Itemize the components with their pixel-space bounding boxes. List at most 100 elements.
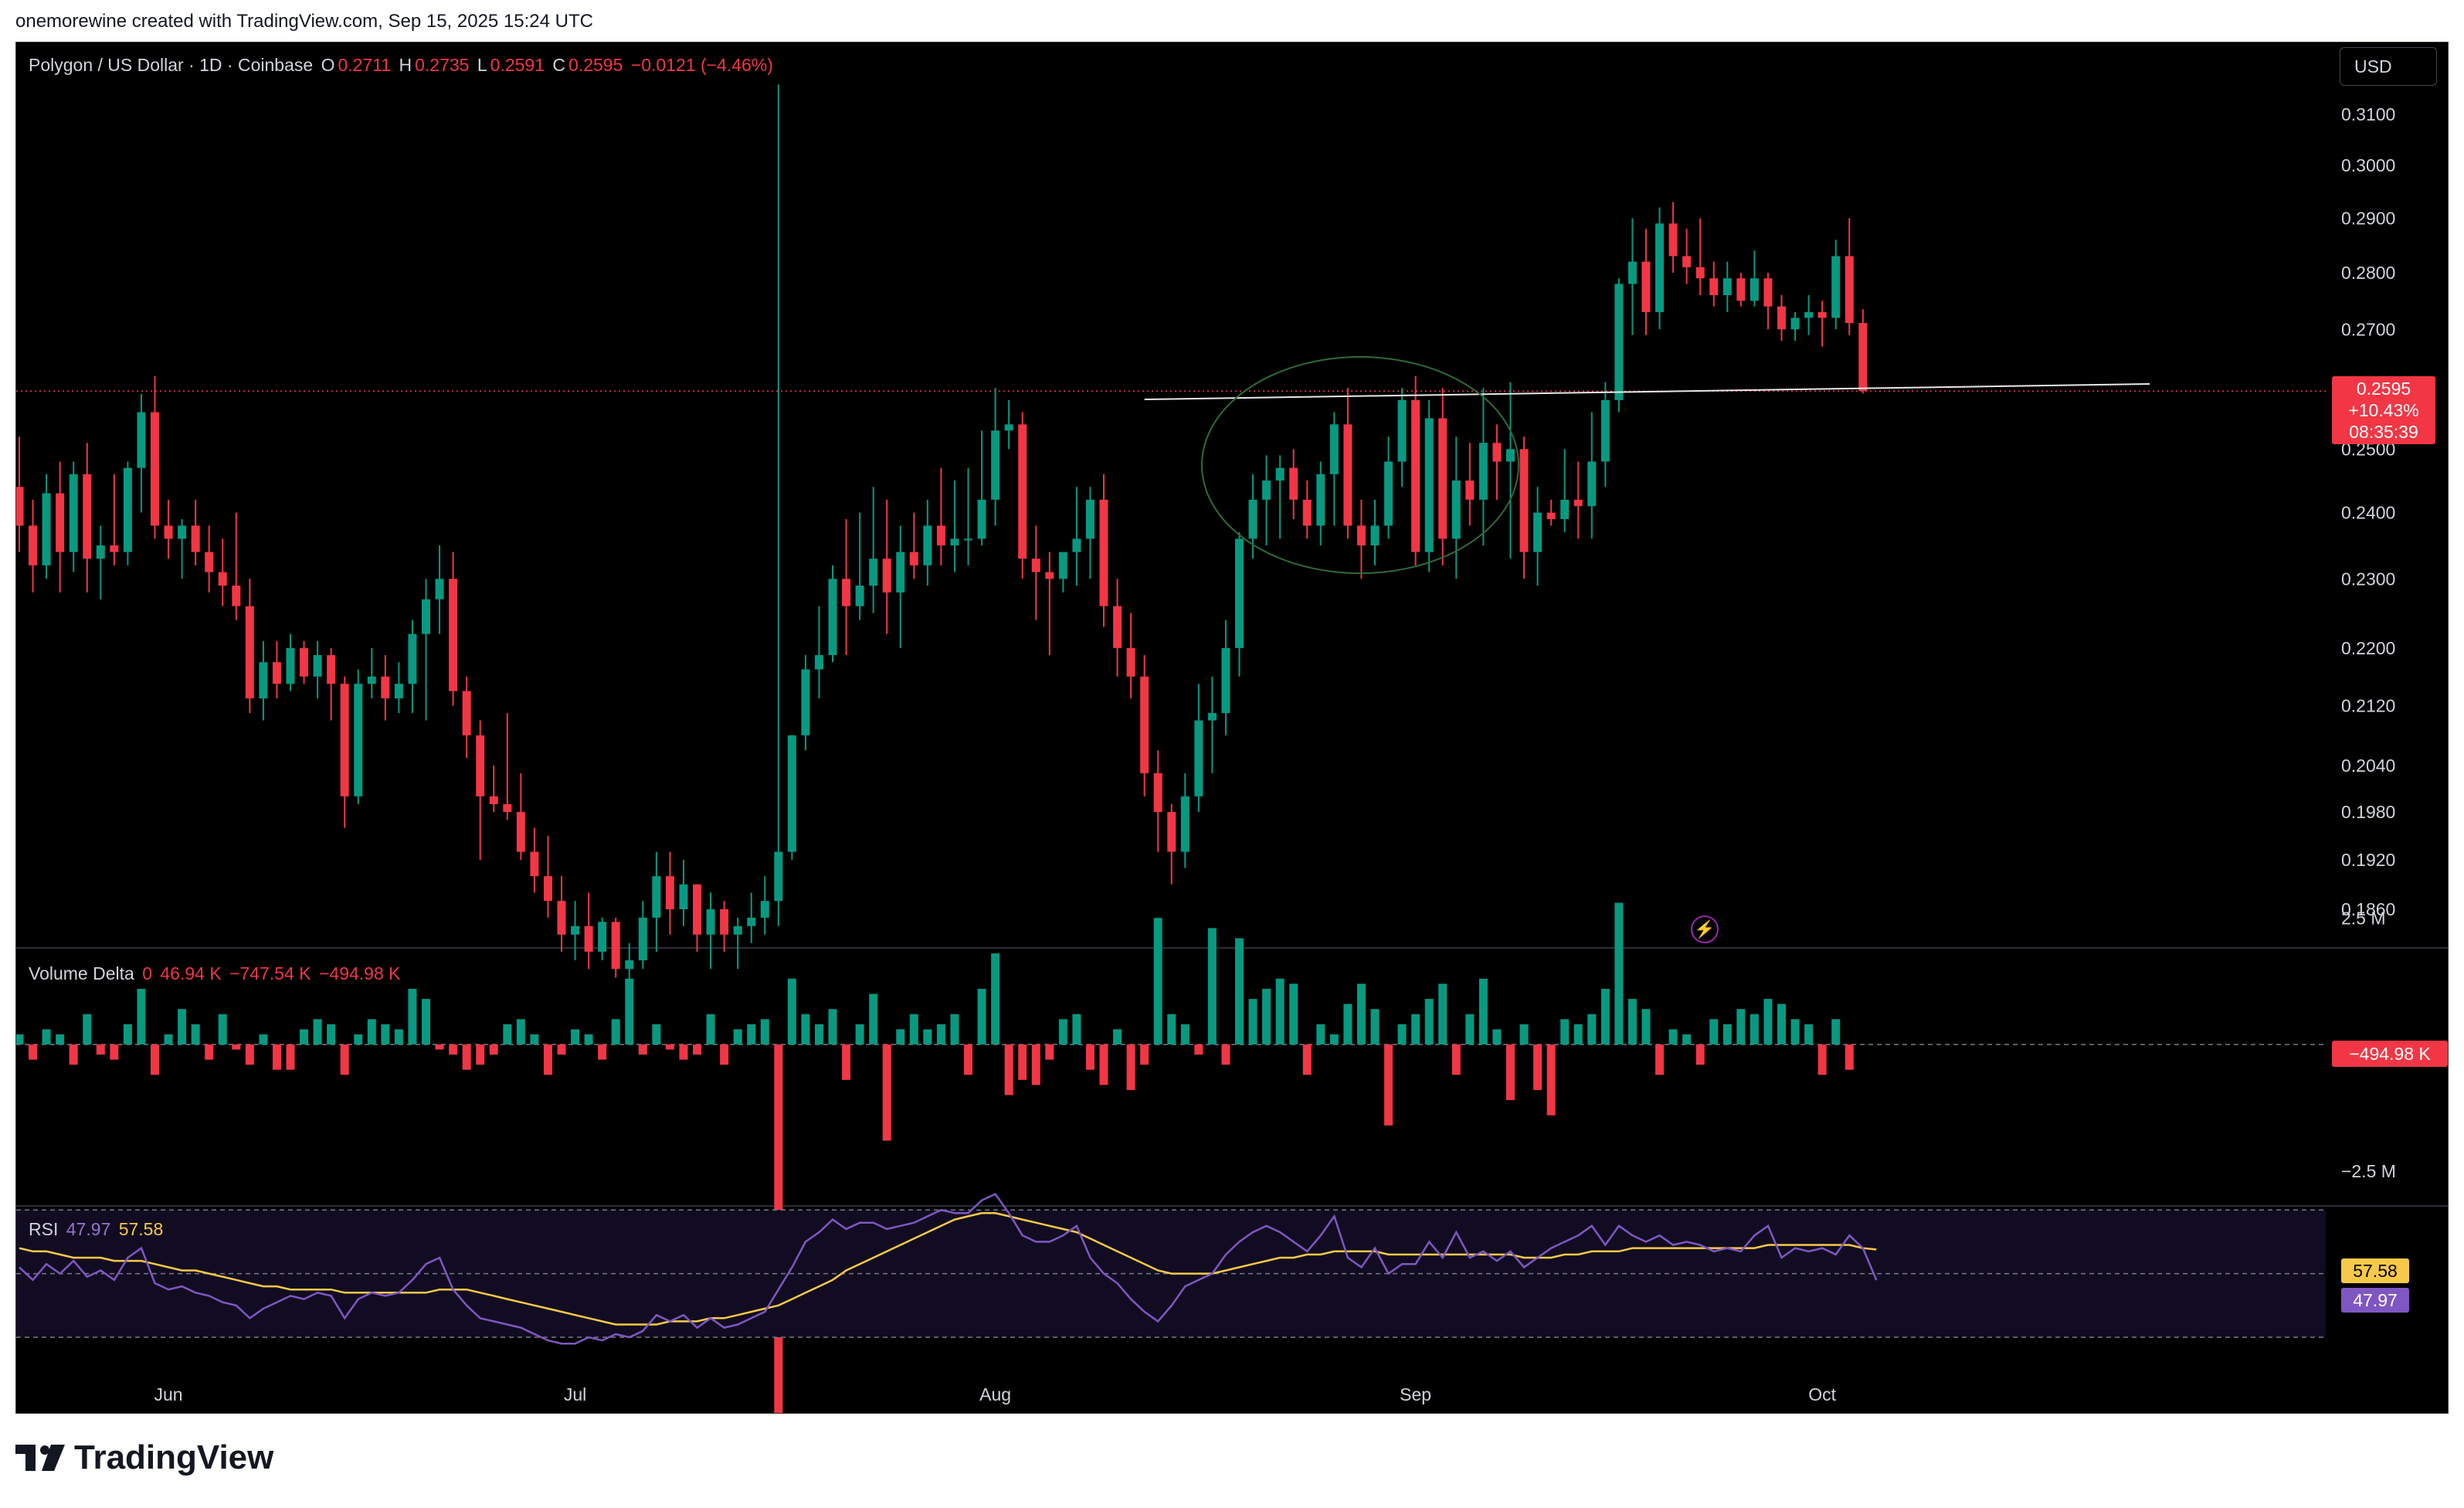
symbol-name[interactable]: Polygon / US Dollar · 1D · Coinbase	[29, 55, 314, 75]
volume-delta-bar	[1356, 983, 1366, 1044]
candle-body	[1641, 261, 1651, 313]
candle-body	[1573, 499, 1583, 507]
volume-delta-bar	[1519, 1024, 1529, 1044]
volume-delta-bar	[408, 988, 417, 1044]
candle-body	[1560, 499, 1570, 519]
time-tick-label: Oct	[1808, 1384, 1836, 1404]
volume-delta-bar	[394, 1029, 403, 1044]
volume-delta-bar	[1424, 999, 1434, 1044]
chart-canvas[interactable]: 0.31000.30000.29000.28000.27000.25000.24…	[16, 42, 2449, 1414]
volume-delta-bar	[584, 1034, 593, 1044]
volume-delta-bar	[882, 1044, 891, 1141]
candle-body	[855, 586, 864, 606]
volume-delta-bar	[1180, 1024, 1190, 1044]
volume-delta-bar	[1695, 1044, 1705, 1065]
volume-delta-bar	[1451, 1044, 1461, 1075]
volume-delta-bar	[489, 1044, 498, 1055]
volume-delta-bar	[557, 1044, 566, 1055]
volume-delta-bar	[1235, 938, 1244, 1044]
candle-body	[1167, 812, 1176, 852]
rsi-label[interactable]: RSI	[29, 1219, 59, 1239]
volume-tick-label: 2.5 M	[2341, 908, 2386, 928]
candle-body	[1845, 256, 1854, 324]
candle-body	[991, 430, 1000, 500]
volume-delta-legend: Volume Delta 0 46.94 K −747.54 K −494.98…	[29, 963, 404, 984]
candle-body	[191, 525, 200, 552]
volume-delta-bar	[869, 993, 878, 1044]
price-tick-label: 0.2400	[2341, 503, 2395, 523]
volume-delta-bar	[381, 1024, 390, 1044]
volume-delta-bar	[1370, 1009, 1380, 1044]
vd-value-2: 46.94 K	[160, 963, 222, 983]
lightning-icon[interactable]: ⚡	[1691, 915, 1719, 943]
volume-delta-bar	[1058, 1019, 1067, 1044]
candle-body	[1221, 647, 1230, 713]
candle-body	[1587, 461, 1597, 507]
change-value: −0.0121 (−4.46%)	[630, 55, 773, 75]
volume-delta-bar	[1465, 1014, 1475, 1044]
candle-body	[1235, 538, 1244, 648]
price-tick-label: 0.1920	[2341, 850, 2395, 870]
chart-panel[interactable]: 0.3100 0.3000 0.2900 0.2800 0.2700 0.2500 0.24…	[15, 42, 2449, 1414]
candle-body	[1627, 261, 1637, 284]
candle-body	[516, 812, 525, 852]
volume-delta-bar	[449, 1044, 458, 1055]
candle-body	[652, 876, 661, 918]
volume-tick-label: −2.5 M	[2341, 1161, 2396, 1181]
candle-body	[1085, 499, 1095, 539]
candle-body	[1465, 481, 1475, 500]
candle-body	[1478, 443, 1488, 500]
candle-body	[29, 525, 38, 566]
volume-delta-bar	[1641, 1009, 1651, 1044]
volume-delta-bar	[300, 1029, 309, 1044]
volume-delta-bar	[543, 1044, 552, 1075]
volume-delta-bar	[1817, 1044, 1827, 1075]
volume-delta-bar	[191, 1024, 200, 1044]
candle-body	[42, 493, 51, 566]
volume-delta-label[interactable]: Volume Delta	[29, 963, 134, 983]
volume-delta-bar	[137, 988, 146, 1044]
volume-delta-bar	[1085, 1044, 1095, 1070]
resistance-trendline	[1144, 383, 2150, 400]
volume-delta-bar	[1682, 1034, 1692, 1044]
volume-delta-bar	[96, 1044, 105, 1055]
volume-delta-bar	[1655, 1044, 1665, 1075]
candle-body	[1384, 461, 1393, 526]
candle-body	[909, 552, 918, 566]
candle-body	[56, 493, 65, 552]
candle-body	[1668, 223, 1678, 256]
volume-delta-bar	[1316, 1024, 1325, 1044]
price-tick-label: 0.1860	[2341, 899, 2395, 919]
candle-body	[936, 525, 945, 545]
last-price-badge: 0.2595 +10.43% 08:35:39	[2332, 376, 2435, 444]
candle-body	[1329, 424, 1339, 474]
volume-delta-bar	[1113, 1029, 1122, 1044]
volume-delta-bar	[1478, 978, 1488, 1044]
candle-body	[259, 662, 268, 698]
symbol-legend: Polygon / US Dollar · 1D · Coinbase O 0.2…	[29, 55, 776, 76]
volume-delta-bar	[1072, 1014, 1081, 1044]
volume-delta-bar	[1194, 1044, 1203, 1055]
volume-delta-bar	[1167, 1014, 1176, 1044]
vd-value-3: −747.54 K	[229, 963, 311, 983]
volume-delta-bar	[1573, 1024, 1583, 1044]
candle-body	[801, 669, 810, 735]
time-tick-label: Aug	[979, 1384, 1011, 1404]
volume-delta-bar	[652, 1024, 661, 1044]
open-label: O	[321, 55, 335, 75]
candle-body	[178, 525, 187, 539]
candle-body	[923, 525, 932, 566]
candle-body	[1275, 467, 1285, 481]
candle-body	[571, 926, 580, 935]
volume-delta-bar	[923, 1029, 932, 1044]
candle-body	[869, 559, 878, 586]
candle-body	[1180, 796, 1190, 852]
volume-delta-bar	[164, 1034, 173, 1044]
candle-body	[1790, 318, 1800, 330]
volume-delta-bar	[1750, 1014, 1759, 1044]
candle-body	[232, 586, 241, 606]
candle-body	[1004, 424, 1013, 431]
volume-delta-bar	[747, 1024, 756, 1044]
currency-button[interactable]: USD	[2340, 47, 2437, 86]
volume-delta-bar	[218, 1014, 227, 1044]
